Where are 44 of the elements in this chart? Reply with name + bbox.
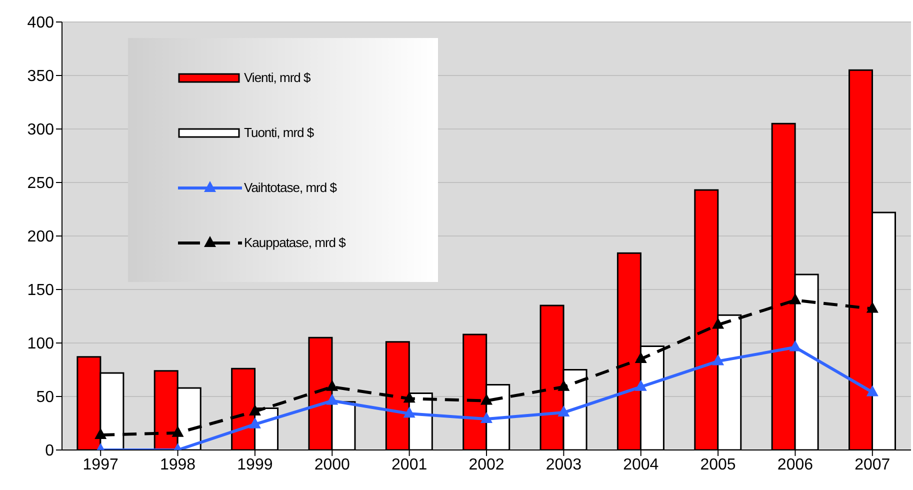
x-tick-label: 2006 (777, 456, 814, 474)
point (789, 293, 802, 304)
point (866, 385, 878, 396)
point (403, 392, 416, 403)
y-tick-label: 50 (36, 389, 54, 406)
y-tick-label: 0 (45, 442, 54, 460)
y-tick-label: 200 (27, 228, 54, 246)
y-tick-label: 300 (27, 122, 54, 139)
point (172, 426, 184, 437)
point (712, 318, 724, 329)
x-tick-label: 2004 (623, 456, 659, 474)
legend-label: Tuonti, mrd $ (244, 125, 314, 140)
point (480, 412, 492, 423)
y-tick-label: 250 (27, 175, 54, 192)
point (634, 380, 647, 391)
legend-label: Vaihtotase, mrd $ (244, 180, 336, 195)
x-tick-label: 2002 (468, 456, 504, 474)
x-tick-label: 2003 (546, 456, 582, 474)
legend-label: Vienti, mrd $ (244, 70, 310, 85)
y-tick-label: 400 (27, 14, 54, 32)
x-tick-label: 1998 (160, 456, 196, 474)
point (94, 428, 107, 440)
x-tick-label: 1997 (82, 456, 118, 474)
point (326, 394, 338, 405)
point (558, 406, 570, 417)
point (634, 352, 647, 364)
point (326, 380, 338, 391)
point (403, 406, 416, 418)
point (248, 417, 261, 428)
legend-label: Kauppatase, mrd $ (244, 235, 346, 250)
x-tick-label: 1999 (237, 456, 273, 474)
x-tick-label: 2005 (700, 456, 736, 474)
x-tick-label: 2007 (854, 456, 890, 474)
point (558, 380, 570, 391)
y-tick-label: 350 (27, 68, 54, 86)
point (789, 340, 802, 352)
point (866, 302, 878, 313)
x-tick-label: 2000 (314, 456, 350, 474)
point (712, 354, 724, 366)
x-tick-label: 2001 (392, 456, 428, 474)
point (480, 394, 492, 405)
point (248, 404, 261, 416)
y-tick-label: 100 (27, 336, 54, 353)
y-tick-label: 150 (27, 282, 54, 300)
